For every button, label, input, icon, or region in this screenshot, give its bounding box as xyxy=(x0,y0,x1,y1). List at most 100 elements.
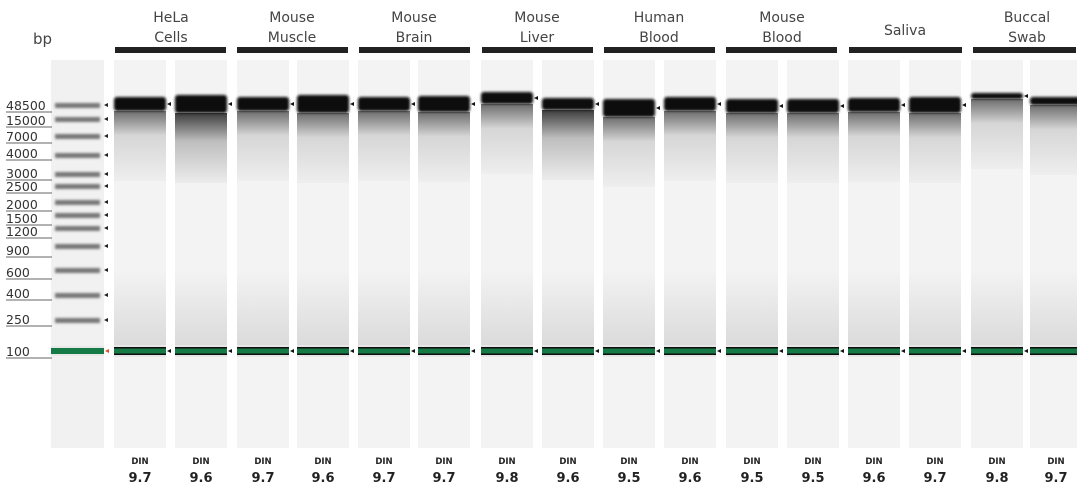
gdna-band xyxy=(297,95,349,113)
gdna-smear xyxy=(848,112,900,182)
lower-marker xyxy=(114,348,166,354)
din-caption: DIN xyxy=(681,457,698,467)
lower-marker xyxy=(237,348,289,354)
gdna-band-arrow xyxy=(840,104,844,108)
gdna-band-arrow xyxy=(717,102,721,106)
lane-haze xyxy=(481,270,533,345)
gdna-smear xyxy=(297,113,349,183)
din-value: 9.7 xyxy=(923,471,946,486)
ladder-band-arrow xyxy=(104,244,108,248)
ladder-lane xyxy=(51,60,109,448)
gdna-smear xyxy=(1030,105,1077,175)
ladder-band-arrow xyxy=(104,153,108,157)
gdna-smear xyxy=(542,110,594,180)
group-label-line2: Blood xyxy=(762,30,802,46)
sample-lanes xyxy=(114,60,1077,448)
group-bracket-bar xyxy=(604,47,715,53)
sample-lane xyxy=(603,60,660,448)
group-label-line1: Mouse xyxy=(514,10,559,26)
group-label-line1: Saliva xyxy=(884,23,926,39)
ladder-size-label: 400 xyxy=(6,286,30,301)
ladder-lane-background xyxy=(51,60,104,448)
ladder-band xyxy=(55,134,100,139)
sample-lane xyxy=(664,60,721,448)
gdna-band-arrow xyxy=(228,102,232,106)
sample-lane xyxy=(787,60,844,448)
group-bracket-bar xyxy=(726,47,837,53)
din-caption: DIN xyxy=(498,457,515,467)
sample-lane xyxy=(358,60,415,448)
lower-marker xyxy=(175,348,227,354)
gdna-smear xyxy=(909,113,961,183)
gdna-smear xyxy=(971,99,1023,169)
din-value: 9.5 xyxy=(617,471,640,486)
gdna-band xyxy=(542,98,594,110)
ladder-size-label: 250 xyxy=(6,312,30,327)
gdna-band xyxy=(787,99,839,113)
lower-marker xyxy=(664,348,716,354)
din-caption: DIN xyxy=(865,457,882,467)
ladder-band-arrow xyxy=(104,268,108,272)
lower-marker xyxy=(481,348,533,354)
ladder-band xyxy=(55,318,100,323)
lower-marker-arrow xyxy=(167,349,171,353)
group-label-line1: Mouse xyxy=(391,10,436,26)
lower-marker-arrow xyxy=(411,349,415,353)
group-label-line2: Swab xyxy=(1008,30,1046,46)
lower-marker-arrow xyxy=(534,349,538,353)
din-value: 9.5 xyxy=(801,471,824,486)
din-value: 9.6 xyxy=(862,471,885,486)
group-bracket-bar xyxy=(359,47,470,53)
sample-lane xyxy=(297,60,354,448)
lower-marker xyxy=(603,348,655,354)
gdna-band-arrow xyxy=(962,103,966,107)
ladder-band-arrow xyxy=(104,226,108,230)
din-caption: DIN xyxy=(192,457,209,467)
din-value: 9.7 xyxy=(372,471,395,486)
lane-haze xyxy=(664,270,716,345)
ladder-size-label: 15000 xyxy=(6,113,46,128)
group-label-line1: HeLa xyxy=(153,10,189,26)
ladder-size-label: 600 xyxy=(6,265,30,280)
lane-haze xyxy=(237,270,289,345)
gdna-smear xyxy=(603,117,655,187)
gdna-band xyxy=(603,99,655,117)
din-caption: DIN xyxy=(314,457,331,467)
din-value: 9.8 xyxy=(985,471,1008,486)
din-caption: DIN xyxy=(375,457,392,467)
din-caption: DIN xyxy=(559,457,576,467)
ladder-size-label: 2000 xyxy=(6,197,38,212)
din-caption: DIN xyxy=(743,457,760,467)
ladder-size-label: 1200 xyxy=(6,224,38,239)
lane-haze xyxy=(1030,270,1077,345)
gdna-smear xyxy=(481,104,533,174)
sample-lane xyxy=(418,60,475,448)
ladder-size-label: 48500 xyxy=(6,98,46,113)
ladder-band xyxy=(55,200,100,205)
lane-haze xyxy=(418,270,470,345)
ladder-band xyxy=(55,153,100,158)
ladder-band-arrow xyxy=(104,103,108,107)
lower-marker-arrow xyxy=(840,349,844,353)
sample-lane xyxy=(848,60,905,448)
ladder-band-arrow xyxy=(104,213,108,217)
din-value: 9.6 xyxy=(678,471,701,486)
lower-marker-arrow xyxy=(228,349,232,353)
gdna-band-arrow xyxy=(167,102,171,106)
ladder-band-arrow xyxy=(104,293,108,297)
gdna-smear xyxy=(358,111,410,181)
lane-haze xyxy=(909,270,961,345)
din-value: 9.6 xyxy=(311,471,334,486)
gdna-band xyxy=(175,95,227,113)
group-bracket-bar xyxy=(973,47,1076,53)
din-caption: DIN xyxy=(1047,457,1064,467)
din-caption: DIN xyxy=(926,457,943,467)
lane-haze xyxy=(603,270,655,345)
ladder-band xyxy=(55,268,100,273)
ladder-band-arrow xyxy=(104,200,108,204)
group-bracket-bar xyxy=(849,47,962,53)
ladder-band xyxy=(55,184,100,189)
sample-lane xyxy=(726,60,783,448)
lower-marker-arrow xyxy=(471,349,475,353)
